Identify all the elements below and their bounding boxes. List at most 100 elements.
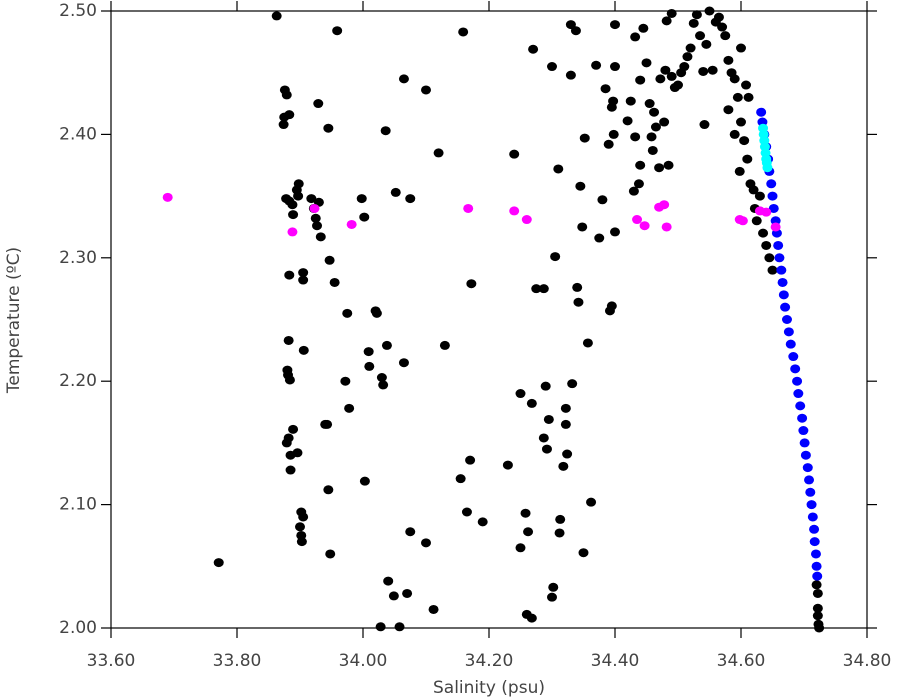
data-point bbox=[655, 74, 666, 84]
x-tick-label: 34.40 bbox=[591, 651, 640, 671]
data-point bbox=[790, 364, 801, 374]
data-point bbox=[309, 203, 320, 213]
data-point bbox=[553, 164, 564, 174]
data-point bbox=[780, 302, 791, 312]
data-point bbox=[800, 450, 811, 460]
y-tick-label: 2.20 bbox=[59, 371, 97, 391]
data-point bbox=[523, 527, 534, 537]
data-point bbox=[764, 253, 775, 263]
data-point bbox=[638, 23, 649, 33]
data-point bbox=[610, 20, 620, 30]
data-point bbox=[313, 99, 324, 109]
data-point bbox=[455, 474, 466, 484]
data-point bbox=[768, 203, 779, 213]
data-point bbox=[699, 120, 710, 130]
data-point bbox=[342, 308, 353, 318]
data-point bbox=[515, 389, 526, 399]
data-point bbox=[773, 240, 784, 250]
data-point bbox=[666, 8, 677, 18]
data-point bbox=[795, 401, 806, 411]
data-point bbox=[717, 22, 728, 32]
data-point bbox=[567, 379, 578, 389]
data-point bbox=[673, 80, 683, 90]
data-point bbox=[777, 277, 788, 287]
data-point bbox=[554, 528, 565, 538]
data-point bbox=[751, 216, 762, 226]
data-point bbox=[682, 52, 693, 62]
data-point bbox=[380, 126, 391, 136]
data-point bbox=[526, 613, 537, 623]
data-point bbox=[743, 92, 754, 102]
data-point bbox=[298, 275, 309, 285]
data-point bbox=[713, 12, 724, 22]
data-point bbox=[515, 543, 526, 553]
data-point bbox=[383, 576, 394, 586]
data-point bbox=[739, 136, 750, 146]
data-point bbox=[558, 461, 569, 471]
y-tick-label: 2.40 bbox=[59, 124, 97, 144]
data-point bbox=[547, 592, 557, 602]
data-point bbox=[325, 549, 336, 559]
x-tick-label: 34.20 bbox=[465, 651, 514, 671]
data-point bbox=[635, 160, 646, 170]
data-point bbox=[312, 221, 323, 231]
data-point bbox=[781, 315, 792, 324]
data-point bbox=[812, 611, 823, 621]
data-point bbox=[428, 604, 439, 614]
data-point bbox=[610, 62, 620, 72]
data-point bbox=[283, 335, 294, 345]
data-point bbox=[630, 132, 641, 142]
data-point bbox=[439, 340, 450, 350]
data-point bbox=[295, 522, 305, 532]
data-point bbox=[547, 62, 557, 72]
data-point bbox=[591, 60, 602, 70]
data-point bbox=[381, 340, 392, 350]
data-point bbox=[797, 413, 808, 423]
data-point bbox=[461, 507, 472, 517]
data-point bbox=[691, 10, 702, 20]
data-point bbox=[679, 62, 690, 72]
data-point bbox=[284, 375, 295, 385]
data-point bbox=[812, 588, 823, 598]
data-point bbox=[761, 240, 772, 250]
data-point bbox=[766, 179, 777, 189]
data-point bbox=[565, 20, 576, 30]
data-point bbox=[375, 622, 386, 632]
data-point bbox=[531, 284, 542, 294]
data-point bbox=[754, 191, 765, 201]
data-point bbox=[285, 465, 296, 475]
data-point bbox=[606, 301, 617, 311]
plot-frame bbox=[110, 10, 868, 629]
data-point bbox=[729, 129, 740, 139]
data-point bbox=[594, 233, 605, 243]
data-point bbox=[600, 84, 611, 94]
data-point bbox=[466, 279, 477, 289]
data-point bbox=[806, 500, 817, 510]
data-point bbox=[278, 120, 289, 130]
data-point bbox=[625, 96, 636, 106]
data-point bbox=[405, 194, 416, 204]
x-axis-label: Salinity (psu) bbox=[433, 678, 545, 698]
data-point bbox=[560, 403, 571, 413]
data-point bbox=[778, 290, 789, 300]
data-point bbox=[812, 603, 823, 613]
data-point bbox=[332, 26, 343, 36]
data-point bbox=[526, 398, 537, 408]
data-point bbox=[287, 227, 298, 237]
data-point bbox=[810, 549, 821, 559]
data-point bbox=[650, 122, 661, 132]
data-point bbox=[565, 70, 576, 80]
data-point bbox=[329, 277, 340, 287]
data-point bbox=[644, 99, 655, 109]
data-point bbox=[359, 476, 370, 486]
data-point bbox=[578, 548, 589, 558]
data-point bbox=[639, 221, 650, 231]
data-point bbox=[720, 31, 731, 41]
x-tick-label: 34.80 bbox=[843, 651, 892, 671]
data-point bbox=[811, 561, 822, 571]
data-point bbox=[364, 361, 375, 371]
data-point bbox=[555, 514, 566, 524]
data-point bbox=[394, 622, 405, 632]
data-point bbox=[654, 163, 665, 173]
data-point bbox=[388, 591, 399, 601]
